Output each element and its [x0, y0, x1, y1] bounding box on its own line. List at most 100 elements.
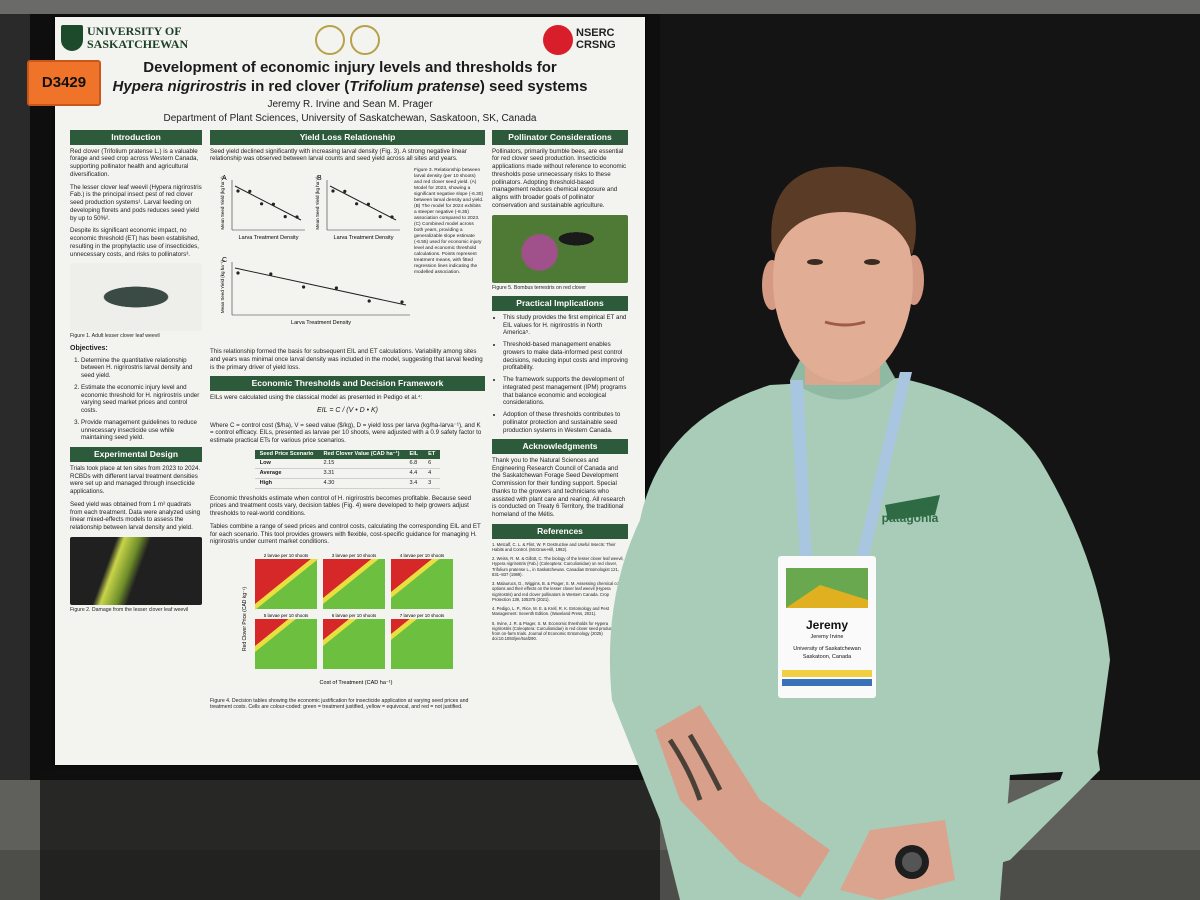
table-row: High 4.30 3.4 3 [254, 478, 441, 489]
nserc-logo: NSERC CRSNG [576, 27, 616, 51]
list-item: This study provides the first empirical … [503, 314, 628, 337]
title-part: ) seed systems [479, 78, 588, 95]
eye [864, 259, 880, 265]
x-axis-label: Larva Treatment Density [239, 235, 299, 241]
point [302, 285, 306, 289]
paragraph: Trials took place at ten sites from 2023… [70, 464, 201, 495]
table-cell: 2.15 [318, 458, 405, 469]
decision-tables: 2 larvae per 10 shoots 3 larvae per 10 sh… [242, 553, 453, 686]
list-item: 1. Metcalf, C. L. & Flint, W. P. Destruc… [492, 541, 616, 552]
section-heading: Yield Loss Relationship [210, 130, 485, 145]
list: Determine the quantitative relationship … [70, 357, 202, 443]
list-item: Provide management guidelines to reduce … [81, 419, 202, 442]
list-item: Determine the quantitative relationship … [81, 357, 202, 380]
crest [61, 25, 83, 51]
panel-edge [0, 14, 30, 900]
paragraph: Tables combine a range of seed prices an… [210, 522, 481, 546]
poster-title: Hypera nigrirostris in red clover (Trifo… [55, 78, 645, 95]
title-part: in red clover ( [246, 78, 350, 95]
figure-caption: Figure 4. Decision tables showing the ec… [210, 697, 469, 711]
point [283, 215, 287, 219]
paragraph: Seed yield declined significantly with i… [210, 147, 467, 163]
heatmap-title: 4 larvae per 10 shoots [400, 553, 445, 558]
point [236, 189, 240, 193]
figure-caption: Figure 5. Bombus terrestris on red clove… [492, 284, 586, 291]
paragraph: This relationship formed the basis for s… [210, 348, 483, 371]
poster-column: Introduction Red clover (Trifolium praten… [70, 127, 202, 752]
list-item: 5. Irvine, J. R. & Prager, S. M. Economi… [492, 620, 619, 642]
badge-name: Jeremy [805, 618, 849, 632]
poster-column: Pollinator Considerations Pollinators, pr… [492, 127, 628, 752]
figure: A Larva Treatment Density Mean Seed Yield … [210, 168, 485, 343]
x-axis-label: Larva Treatment Density [291, 320, 351, 326]
formula: EIL = C / (V • D • K) [317, 406, 378, 414]
photo [70, 536, 202, 605]
table-cell: 3 [423, 478, 441, 489]
point [334, 286, 338, 290]
list-item: 3. Malaurucs, D., Wiggins, B. & Prager, … [492, 581, 627, 602]
section-heading: Economic Thresholds and Decision Framewo… [210, 376, 485, 391]
university-logo: UNIVERSITY OF SASKATCHEWAN [87, 24, 189, 51]
table-header-cell: ET [423, 449, 441, 459]
title-part: Trifolium pratense [349, 78, 480, 95]
table-cell: 4.30 [318, 478, 405, 489]
y-axis-label: Mean Seed Yield (kg ha⁻¹) [220, 260, 225, 314]
list-item: The framework supports the development o… [503, 376, 628, 407]
table-cell: High [254, 478, 319, 489]
section-heading: References [492, 523, 628, 539]
watch-face [902, 852, 922, 872]
list-item: Adoption of these thresholds contributes… [503, 411, 628, 434]
paragraph: Despite its significant economic impact,… [70, 227, 200, 258]
booth-number: D3429 [27, 60, 101, 106]
x-axis-label: Larva Treatment Density [334, 235, 394, 241]
lanyard [790, 380, 812, 560]
y-axis-label: Mean Seed Yield (kg ha⁻¹) [315, 176, 320, 230]
section-heading: Pollinator Considerations [492, 130, 628, 145]
figure-caption: Figure 3. Relationship between larval de… [414, 168, 484, 275]
mouth [824, 320, 866, 327]
table-cell: 4 [423, 468, 441, 479]
sleeve [945, 700, 1100, 880]
fit-line [329, 185, 397, 221]
section-heading: Acknowledgments [492, 439, 628, 454]
badge-stripe [782, 670, 872, 677]
point [378, 215, 382, 219]
table-header-cell: Red Clover Value (CAD ha⁻¹) [318, 449, 405, 459]
list-item: Estimate the economic injury level and e… [81, 384, 202, 415]
y-axis-label: Mean Seed Yield (kg ha⁻¹) [220, 176, 225, 230]
photo [492, 214, 628, 283]
point [367, 299, 371, 303]
face [773, 178, 913, 382]
y-axis-label: Red Clover Price (CAD kg⁻¹) [242, 587, 248, 651]
nserc-logo-mark [543, 25, 573, 55]
affiliation: Department of Plant Sciences, University… [163, 113, 537, 124]
paragraph: Red clover (Trifolium pratense L.) is a … [70, 147, 199, 178]
point [390, 215, 394, 219]
list-item: 4. Pedigo, L. P., Rice, M. E. & Krell, R… [492, 606, 609, 617]
refs: 1. Metcalf, C. L. & Flint, W. P. Destruc… [492, 542, 628, 642]
authors: Jeremy R. Irvine and Sean M. Prager [267, 99, 433, 110]
table-cell: 6.8 [404, 458, 424, 469]
panel-label: A [222, 175, 227, 182]
icon [315, 25, 345, 55]
point [331, 189, 335, 193]
bullets: This study provides the first empirical … [492, 314, 628, 435]
sweatshirt-logo: patagonia [882, 511, 939, 525]
table-cell: Average [254, 468, 319, 479]
fit-line [234, 185, 302, 221]
heatmap-red [323, 559, 372, 599]
point [355, 202, 359, 206]
table-header: Seed Price Scenario Red Clover Value (CAD… [254, 449, 441, 459]
photo [70, 263, 202, 332]
paragraph: EILs were calculated using the classical… [210, 394, 423, 401]
panel-label: C [222, 257, 227, 264]
section-heading: Introduction [70, 130, 202, 145]
heatmap-title: 7 larvae per 10 shoots [400, 613, 445, 618]
eye [807, 259, 823, 265]
point [271, 202, 275, 206]
point [260, 202, 264, 206]
title-part: Hypera nigrirostris [112, 78, 247, 95]
sweatshirt-logo-mark [885, 495, 940, 520]
point [295, 215, 299, 219]
